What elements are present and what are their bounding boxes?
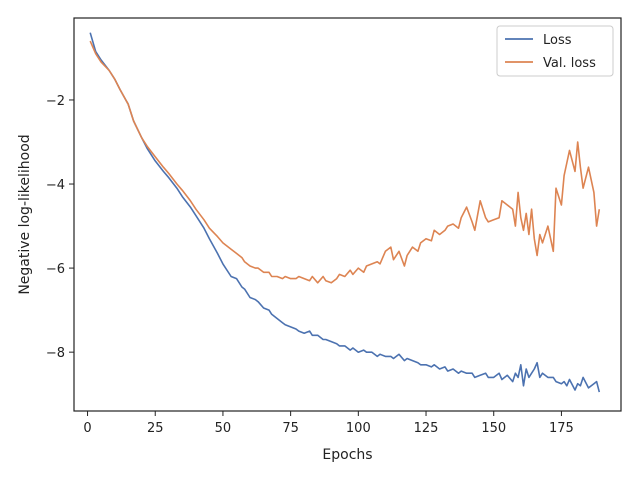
y-axis-label: Negative log-likelihood <box>17 134 33 294</box>
x-tick-label: 175 <box>549 421 574 436</box>
x-axis-label: Epochs <box>322 447 372 463</box>
x-tick-label: 25 <box>147 421 164 436</box>
plot-frame <box>73 17 622 412</box>
y-tick-label: −8 <box>46 346 65 361</box>
x-tick-label: 0 <box>83 421 91 436</box>
x-axis: 0 25 50 75 100 125 150 175 <box>83 411 574 436</box>
legend-label: Val. loss <box>543 56 596 71</box>
x-tick-label: 150 <box>481 421 506 436</box>
y-axis: −8 −6 −4 −2 <box>46 94 74 361</box>
legend-label: Loss <box>543 33 572 48</box>
series-line-1 <box>89 32 601 393</box>
y-tick-label: −2 <box>46 94 65 109</box>
x-tick-label: 125 <box>414 421 439 436</box>
y-tick-label: −4 <box>46 178 65 193</box>
x-tick-label: 100 <box>346 421 371 436</box>
legend: Loss Val. loss <box>496 25 614 77</box>
x-tick-label: 75 <box>282 421 299 436</box>
series-line-2 <box>89 40 601 284</box>
y-tick-label: −6 <box>46 262 65 277</box>
series-layer <box>89 32 601 393</box>
x-tick-label: 50 <box>215 421 232 436</box>
